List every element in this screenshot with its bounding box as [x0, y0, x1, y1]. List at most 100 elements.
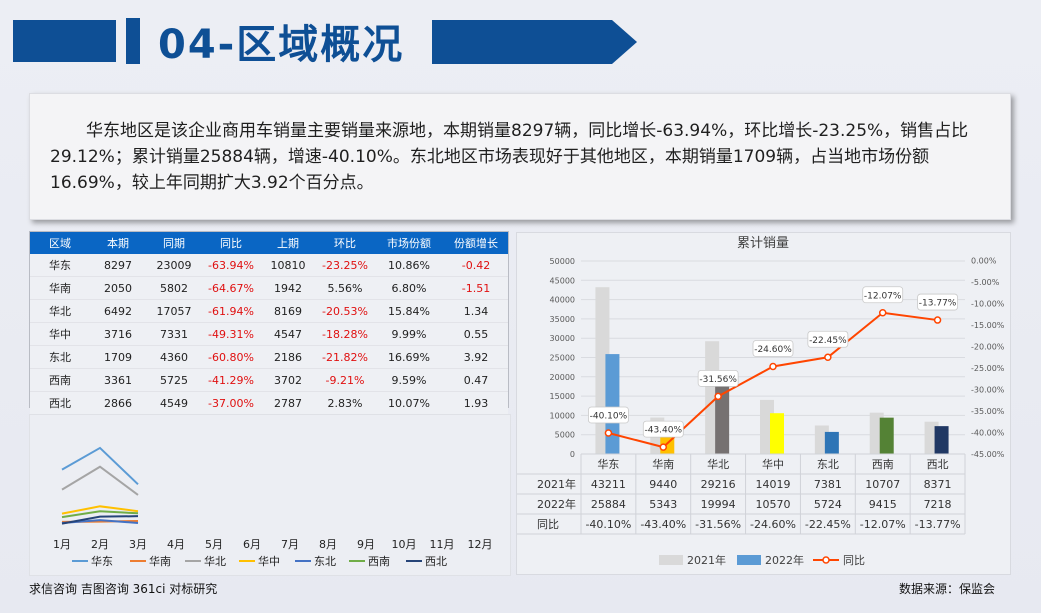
table-cell: -64.67% [202, 276, 260, 300]
table-header-cell: 区域 [30, 232, 90, 254]
table-cell: 9.59% [374, 368, 444, 392]
right-tick-label: 0.00% [971, 257, 997, 266]
table-header-row: 区域 本期 同期 同比 上期 环比 市场份额 份额增长 [30, 232, 508, 254]
bar-2022 [605, 354, 620, 454]
table-cell: 5.56% [316, 276, 374, 300]
table-cell: 西南 [30, 368, 90, 392]
yoy-point [878, 309, 887, 317]
data-label-box [752, 340, 794, 357]
table-cell: 5725 [146, 368, 202, 392]
header-bar [126, 18, 140, 64]
right-tick-label: -20.00% [971, 343, 1005, 352]
value-2021: 8371 [924, 478, 952, 491]
bar-2022 [715, 376, 730, 454]
legend-marker-yoy [822, 556, 830, 564]
month-label: 8月 [319, 538, 337, 551]
table-header-cell: 同期 [146, 232, 202, 254]
table-cell: 6492 [90, 299, 146, 323]
table-cell: 5802 [146, 276, 202, 300]
table-cell: 东北 [30, 345, 90, 369]
data-label-box [697, 369, 739, 387]
legend-label: 西北 [425, 555, 447, 568]
table-cell: 4549 [146, 391, 202, 415]
left-tick-label: 35000 [550, 315, 575, 324]
legend-label-2021: 2021年 [687, 553, 726, 567]
data-label: -43.40% [644, 426, 682, 436]
page-title: 04-区域概况 [158, 22, 405, 68]
table-cell: 0.55 [444, 322, 508, 346]
yoy-point [714, 392, 722, 401]
category-label: 西北 [927, 458, 949, 471]
table-cell: -23.25% [316, 254, 374, 277]
left-tick-label: 40000 [550, 296, 575, 305]
series-line [61, 465, 139, 496]
value-2021: 10707 [865, 478, 900, 491]
table-cell: 2186 [260, 345, 316, 369]
category-label: 华北 [707, 457, 729, 471]
region-table: 区域 本期 同期 同比 上期 环比 市场份额 份额增长 华东 8297 23009 -63.94% 1… [30, 232, 508, 415]
table-cell: 西北 [30, 391, 90, 415]
legend-swatch-2021 [659, 555, 683, 565]
cumulative-chart-panel: 累计销量 50000 45000 40000 35000 30000 25000 20000 1… [516, 232, 1011, 575]
value-2022: 25884 [591, 498, 626, 511]
table-cell: 4360 [146, 345, 202, 369]
table-cell: -1.51 [444, 276, 508, 300]
right-tick-label: -5.00% [971, 278, 1000, 287]
month-label: 2月 [91, 538, 109, 551]
table-cell: 6.80% [374, 276, 444, 300]
month-label: 12月 [468, 538, 493, 551]
table-cell: -49.31% [202, 322, 260, 346]
data-label-box [588, 406, 629, 424]
left-tick-label: 10000 [550, 411, 575, 420]
right-tick-label: -45.00% [971, 450, 1005, 459]
table-cell: -21.82% [316, 345, 374, 369]
table-cell: 1709 [90, 345, 146, 369]
left-tick-label: 15000 [550, 392, 575, 401]
legend-label: 东北 [314, 555, 336, 568]
chart-title: 累计销量 [737, 236, 789, 251]
table-cell: 2.83% [316, 391, 374, 415]
series-line [61, 505, 139, 515]
data-label: -31.56% [699, 375, 737, 385]
value-2022: 19994 [701, 498, 736, 511]
table-cell: 1.93 [444, 391, 508, 415]
right-tick-label: -35.00% [971, 407, 1005, 416]
left-tick-label: 50000 [550, 257, 575, 266]
table-header-cell: 同比 [202, 232, 260, 254]
table-cell: -63.94% [202, 254, 260, 277]
left-tick-label: 5000 [555, 431, 575, 440]
legend-label: 华中 [258, 554, 280, 568]
month-label: 5月 [205, 538, 223, 551]
month-label: 7月 [281, 538, 299, 551]
row-label-2022: 2022年 [537, 497, 576, 511]
monthly-chart-panel: 1月 2月 3月 4月 5月 6月 7月 8月 9月 10月 11月 12月 华东 华南 华北 华中 东北 西南 西… [29, 414, 511, 576]
data-label-box [642, 420, 684, 438]
data-label-box [917, 293, 958, 311]
category-label: 华东 [597, 457, 619, 471]
data-label: -24.60% [754, 345, 792, 355]
yoy-point [769, 362, 777, 371]
right-tick-label: -25.00% [971, 364, 1005, 373]
table-cell: 2050 [90, 276, 146, 300]
table-cell: 8169 [260, 299, 316, 323]
table-cell: -9.21% [316, 368, 374, 392]
table-row: 华北 6492 17057 -61.94% 8169 -20.53% 15.84% 1.34 [30, 299, 508, 323]
header-arrow [432, 20, 637, 64]
table-header-cell: 份额增长 [444, 232, 508, 254]
table-cell: 10810 [260, 254, 316, 277]
table-header-cell: 市场份额 [374, 232, 444, 254]
month-label: 4月 [167, 538, 185, 551]
table-cell: 16.69% [374, 345, 444, 369]
bar-2022 [934, 426, 949, 454]
value-yoy: -22.45% [805, 518, 851, 531]
yoy-point [604, 429, 613, 437]
row-label-2021: 2021年 [537, 477, 576, 491]
table-cell: 华中 [30, 322, 90, 346]
table-cell: 3.92 [444, 345, 508, 369]
left-tick-label: 0 [570, 450, 575, 459]
table-cell: 10.86% [374, 254, 444, 277]
summary-box: 华东地区是该企业商用车销量主要销量来源地，本期销量8297辆，同比增长-63.9… [29, 93, 1011, 220]
table-cell: -37.00% [202, 391, 260, 415]
table-row: 华南 2050 5802 -64.67% 1942 5.56% 6.80% -1.51 [30, 276, 508, 300]
legend-swatch-2022 [737, 555, 761, 565]
